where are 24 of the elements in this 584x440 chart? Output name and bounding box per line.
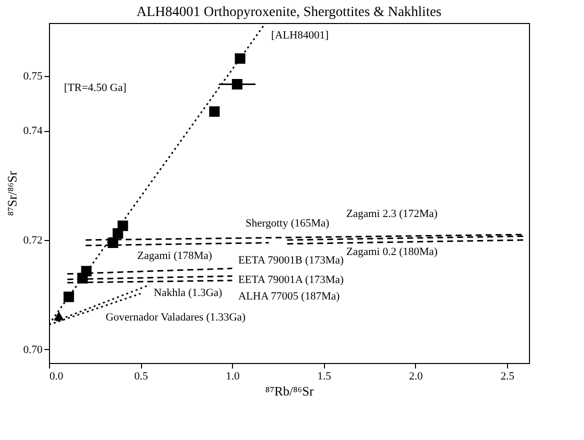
x-tick-label: 0.5 <box>134 370 148 382</box>
series-label: Nakhla (1.3Ga) <box>154 286 223 299</box>
x-tick-label: 1.5 <box>317 370 332 382</box>
series-label: EETA 79001A (173Ma) <box>238 274 344 286</box>
y-axis-title: ⁸⁷Sr/⁸⁶Sr <box>4 170 20 216</box>
series-label: Zagami 0.2 (180Ma) <box>346 246 438 258</box>
series-label: [ALH84001] <box>271 30 329 42</box>
y-tick-label: 0.70 <box>23 344 43 356</box>
y-tick-label: 0.72 <box>23 234 42 247</box>
y-tick-label: 0.75 <box>23 70 43 83</box>
x-tick-label: 2.0 <box>409 370 424 382</box>
annotation: [TR=4.50 Ga] <box>64 82 126 94</box>
x-tick-label: 0.0 <box>50 370 64 382</box>
y-tick-label: 0.74 <box>23 125 43 138</box>
series-label: Governador Valadares (1.33Ga) <box>106 312 246 324</box>
series-label: Shergotty (165Ma) <box>245 217 330 230</box>
x-tick-label: 1.0 <box>226 370 240 382</box>
series-label: ALHA 77005 (187Ma) <box>238 290 340 302</box>
chart-title: ALH84001 Orthopyroxenite, Shergottites & Nakhlites <box>136 5 442 20</box>
series-label: EETA 79001B (173Ma) <box>238 254 344 266</box>
series-label: Zagami 2.3 (172Ma) <box>346 208 438 220</box>
series-label: Zagami (178Ma) <box>137 250 212 262</box>
x-axis-title: ⁸⁷Rb/⁸⁶Sr <box>265 384 314 398</box>
x-tick-label: 2.5 <box>500 370 515 382</box>
